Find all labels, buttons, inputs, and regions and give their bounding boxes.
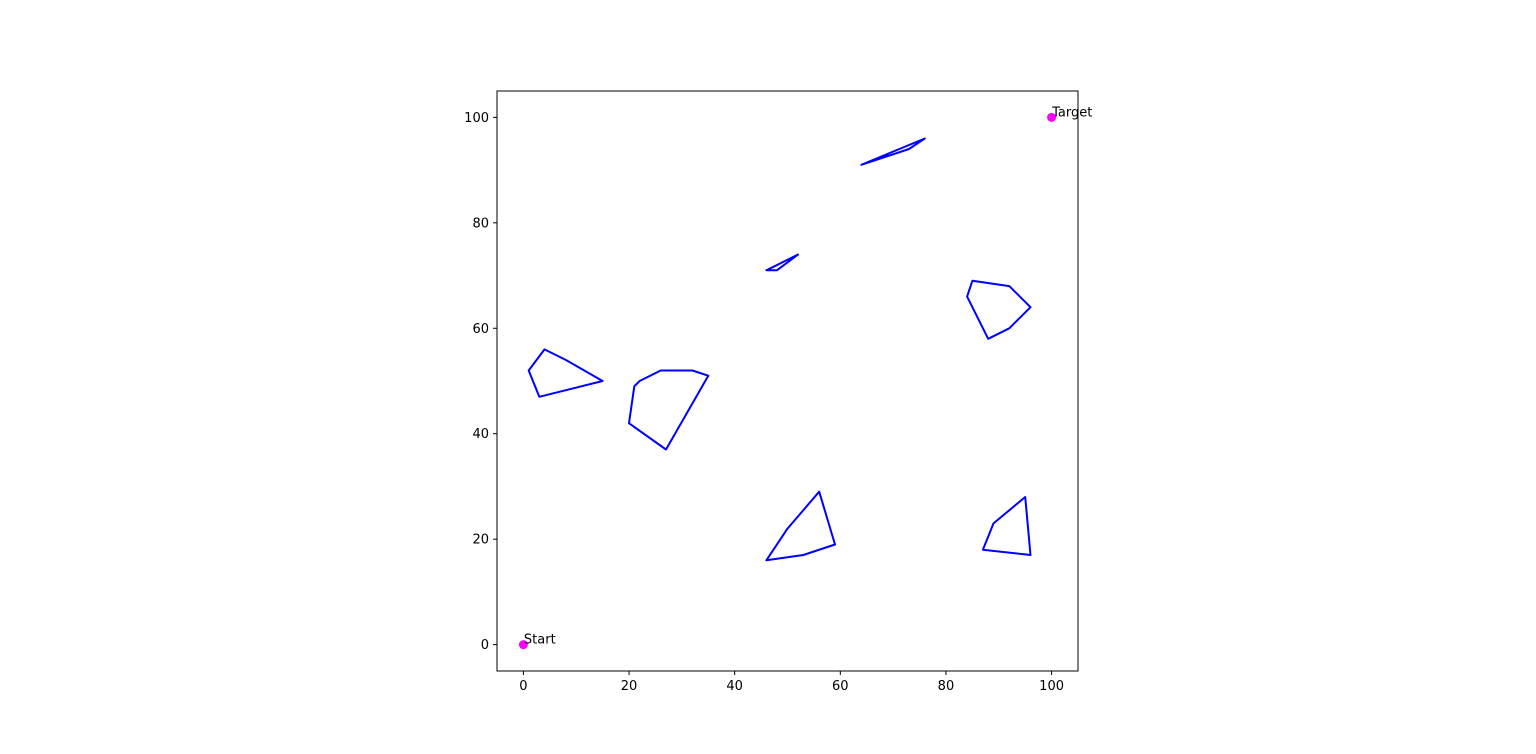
- start-label: Start: [524, 633, 556, 648]
- points-layer: Start Target: [518, 105, 1092, 650]
- ticks-layer: 0 20 40 60 80 100 0 20 40 60 80 100: [464, 111, 1064, 694]
- y-tick-label: 20: [472, 533, 489, 548]
- obstacle-2: [628, 369, 710, 451]
- plot-frame: [496, 90, 1079, 672]
- target-label: Target: [1051, 105, 1092, 120]
- obstacle-6: [765, 490, 836, 562]
- obstacle-4: [860, 137, 926, 166]
- obstacles-layer: [527, 137, 1032, 562]
- x-tick-label: 100: [1039, 679, 1064, 694]
- obstacle-5: [966, 279, 1032, 340]
- y-tick-label: 80: [472, 216, 489, 231]
- x-tick-label: 40: [726, 679, 743, 694]
- y-tick-label: 100: [464, 111, 489, 126]
- target-point: [1047, 112, 1057, 122]
- y-tick-label: 40: [472, 427, 489, 442]
- y-tick-label: 60: [472, 322, 489, 337]
- x-tick-label: 60: [832, 679, 849, 694]
- obstacle-7: [981, 496, 1032, 556]
- x-tick-label: 20: [621, 679, 638, 694]
- obstacle-3: [765, 253, 800, 272]
- obstacle-1: [527, 348, 604, 398]
- y-tick-label: 0: [481, 638, 489, 653]
- x-tick-label: 80: [938, 679, 955, 694]
- x-tick-label: 0: [519, 679, 527, 694]
- start-point: [518, 640, 528, 650]
